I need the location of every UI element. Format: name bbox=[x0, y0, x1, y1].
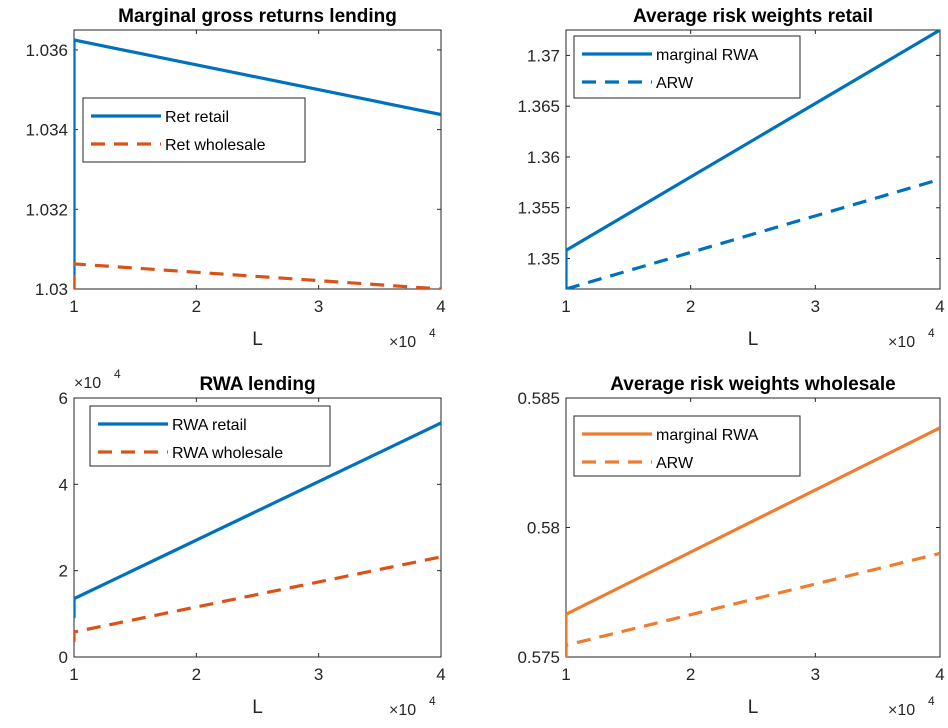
x-tick-label: 4 bbox=[935, 297, 944, 316]
x-axis-label: L bbox=[252, 697, 263, 718]
legend: marginal RWA ARW bbox=[573, 415, 801, 477]
series-line-1 bbox=[74, 38, 441, 289]
chart-title: Average risk weights retail bbox=[633, 6, 873, 27]
legend: RWA retail RWA wholesale bbox=[89, 405, 331, 467]
x-axis-label: L bbox=[748, 697, 759, 718]
x-tick-label: 1 bbox=[69, 297, 78, 316]
legend-label: RWA retail bbox=[172, 417, 247, 434]
y-tick-label: 1.365 bbox=[517, 97, 560, 116]
legend-box bbox=[573, 35, 801, 99]
series-line-1 bbox=[566, 426, 940, 657]
series-line-1 bbox=[566, 30, 940, 289]
x-axis-label: L bbox=[748, 329, 759, 350]
chart-title: RWA lending bbox=[199, 374, 315, 395]
chart-title: Average risk weights wholesale bbox=[610, 374, 895, 395]
x-tick-label: 1 bbox=[561, 297, 570, 316]
y-exponent: ×10 bbox=[74, 375, 101, 392]
x-exponent: ×10 bbox=[888, 702, 915, 719]
y-tick-label: 2 bbox=[59, 562, 68, 581]
x-tick-label: 2 bbox=[192, 297, 201, 316]
x-tick-label: 3 bbox=[314, 665, 323, 684]
chart-panel-2: 1 2 3 4 1.35 1.355 1.36 1.365 1.37 Average risk w… bbox=[517, 6, 944, 351]
x-exponent: ×10 bbox=[389, 334, 416, 351]
legend-label: marginal RWA bbox=[656, 427, 759, 444]
y-tick-label: 0.58 bbox=[527, 519, 560, 538]
legend-label: ARW bbox=[656, 75, 694, 92]
legend-label: ARW bbox=[656, 455, 694, 472]
x-tick-label: 4 bbox=[436, 297, 445, 316]
y-tick-label: 1.032 bbox=[25, 200, 68, 219]
legend-box bbox=[82, 97, 306, 163]
x-exponent-power: 4 bbox=[928, 326, 935, 340]
x-exponent-power: 4 bbox=[429, 326, 436, 340]
legend-box bbox=[89, 405, 331, 467]
legend-label: RWA wholesale bbox=[172, 445, 283, 462]
x-tick-label: 3 bbox=[811, 297, 820, 316]
legend-label: Ret wholesale bbox=[165, 137, 266, 154]
legend-label: marginal RWA bbox=[656, 47, 759, 64]
x-tick-label: 2 bbox=[686, 665, 695, 684]
y-tick-label: 1.37 bbox=[527, 46, 560, 65]
x-tick-label: 2 bbox=[686, 297, 695, 316]
y-tick-label: 1.355 bbox=[517, 199, 560, 218]
y-tick-label: 1.35 bbox=[527, 250, 560, 269]
chart-panel-1: 1 2 3 4 1.03 1.032 1.034 1.036 Marginal gross re… bbox=[25, 6, 445, 351]
legend: marginal RWA ARW bbox=[573, 35, 801, 99]
y-tick-label: 1.03 bbox=[35, 280, 68, 299]
x-exponent: ×10 bbox=[389, 702, 416, 719]
y-tick-label: 0 bbox=[59, 648, 68, 667]
y-exponent-power: 4 bbox=[114, 367, 121, 381]
x-tick-label: 2 bbox=[192, 665, 201, 684]
series-line-2 bbox=[74, 555, 441, 642]
x-tick-label: 1 bbox=[561, 665, 570, 684]
x-exponent-power: 4 bbox=[928, 694, 935, 708]
y-tick-label: 0.575 bbox=[517, 648, 560, 667]
x-tick-label: 4 bbox=[436, 665, 445, 684]
x-tick-label: 1 bbox=[69, 665, 78, 684]
x-tick-label: 3 bbox=[811, 665, 820, 684]
chart-panel-4: 1 2 3 4 0.575 0.58 0.585 Average risk weights w… bbox=[517, 374, 944, 719]
series-line-2 bbox=[566, 177, 940, 289]
y-tick-label: 4 bbox=[59, 475, 68, 494]
legend-label: Ret retail bbox=[165, 109, 229, 126]
y-tick-label: 0.585 bbox=[517, 389, 560, 408]
legend: Ret retail Ret wholesale bbox=[82, 97, 306, 163]
legend-box bbox=[573, 415, 801, 477]
y-tick-label: 6 bbox=[59, 389, 68, 408]
x-axis-label: L bbox=[252, 329, 263, 350]
y-tick-label: 1.036 bbox=[25, 41, 68, 60]
x-tick-label: 4 bbox=[935, 665, 944, 684]
x-exponent: ×10 bbox=[888, 334, 915, 351]
chart-title: Marginal gross returns lending bbox=[118, 6, 397, 27]
y-tick-label: 1.36 bbox=[527, 148, 560, 167]
y-tick-label: 1.034 bbox=[25, 121, 68, 140]
x-exponent-power: 4 bbox=[429, 694, 436, 708]
x-tick-label: 3 bbox=[314, 297, 323, 316]
series-line-1 bbox=[74, 421, 441, 619]
